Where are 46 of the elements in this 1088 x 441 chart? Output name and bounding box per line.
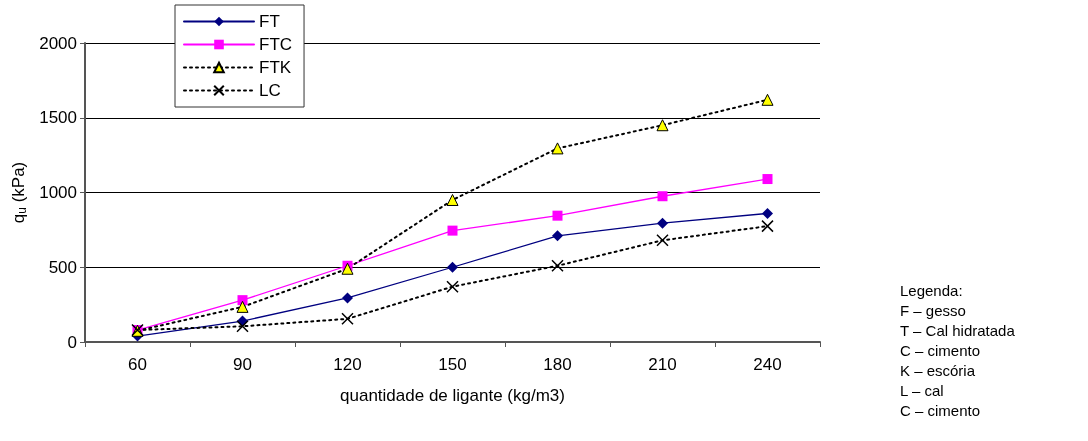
point — [657, 191, 668, 202]
point — [656, 234, 669, 247]
text: T – Cal hidratada — [900, 322, 1016, 339]
x-tick-label: 60 — [128, 355, 147, 374]
point — [761, 93, 774, 106]
text: L – cal — [900, 382, 944, 399]
point — [447, 225, 458, 236]
point — [342, 292, 353, 304]
point — [446, 193, 459, 206]
x-tick-label: 150 — [438, 355, 467, 374]
point — [236, 300, 249, 313]
x-tick-label: 120 — [333, 355, 362, 374]
point — [657, 217, 668, 229]
legend-label: LC — [259, 81, 281, 100]
y-tick-label: 500 — [48, 257, 77, 277]
x-tick-label: 90 — [233, 355, 252, 374]
y-axis-title: qu (kPa) — [8, 161, 30, 224]
point — [762, 174, 773, 185]
point — [446, 280, 459, 293]
y-tick-label: 1500 — [39, 108, 77, 128]
x-tick-label: 210 — [648, 355, 677, 374]
point — [656, 119, 669, 132]
legend-label: FTC — [259, 35, 293, 54]
text: C – cimento — [900, 342, 981, 359]
x-tick-label: 240 — [753, 355, 782, 374]
point — [341, 262, 354, 275]
point — [236, 320, 249, 333]
legend-label: FTK — [259, 58, 292, 77]
point — [552, 210, 563, 221]
text: K – escória — [900, 362, 976, 379]
point — [447, 261, 458, 273]
text: Legenda: — [900, 282, 963, 299]
point — [341, 312, 354, 326]
legend-label: FT — [259, 12, 280, 31]
y-tick-label: 1000 — [39, 183, 77, 202]
point — [762, 207, 773, 219]
point — [551, 142, 564, 155]
point — [552, 230, 563, 242]
text: C – cimento — [900, 402, 981, 419]
point — [551, 259, 564, 273]
text: F – gesso — [900, 302, 966, 319]
y-tick-label: 2000 — [39, 33, 77, 53]
x-axis-title: quantidade de ligante (kg/m3) — [340, 386, 565, 405]
point — [761, 219, 774, 233]
x-tick-label: 180 — [543, 355, 572, 374]
y-tick-label: 0 — [67, 332, 77, 352]
